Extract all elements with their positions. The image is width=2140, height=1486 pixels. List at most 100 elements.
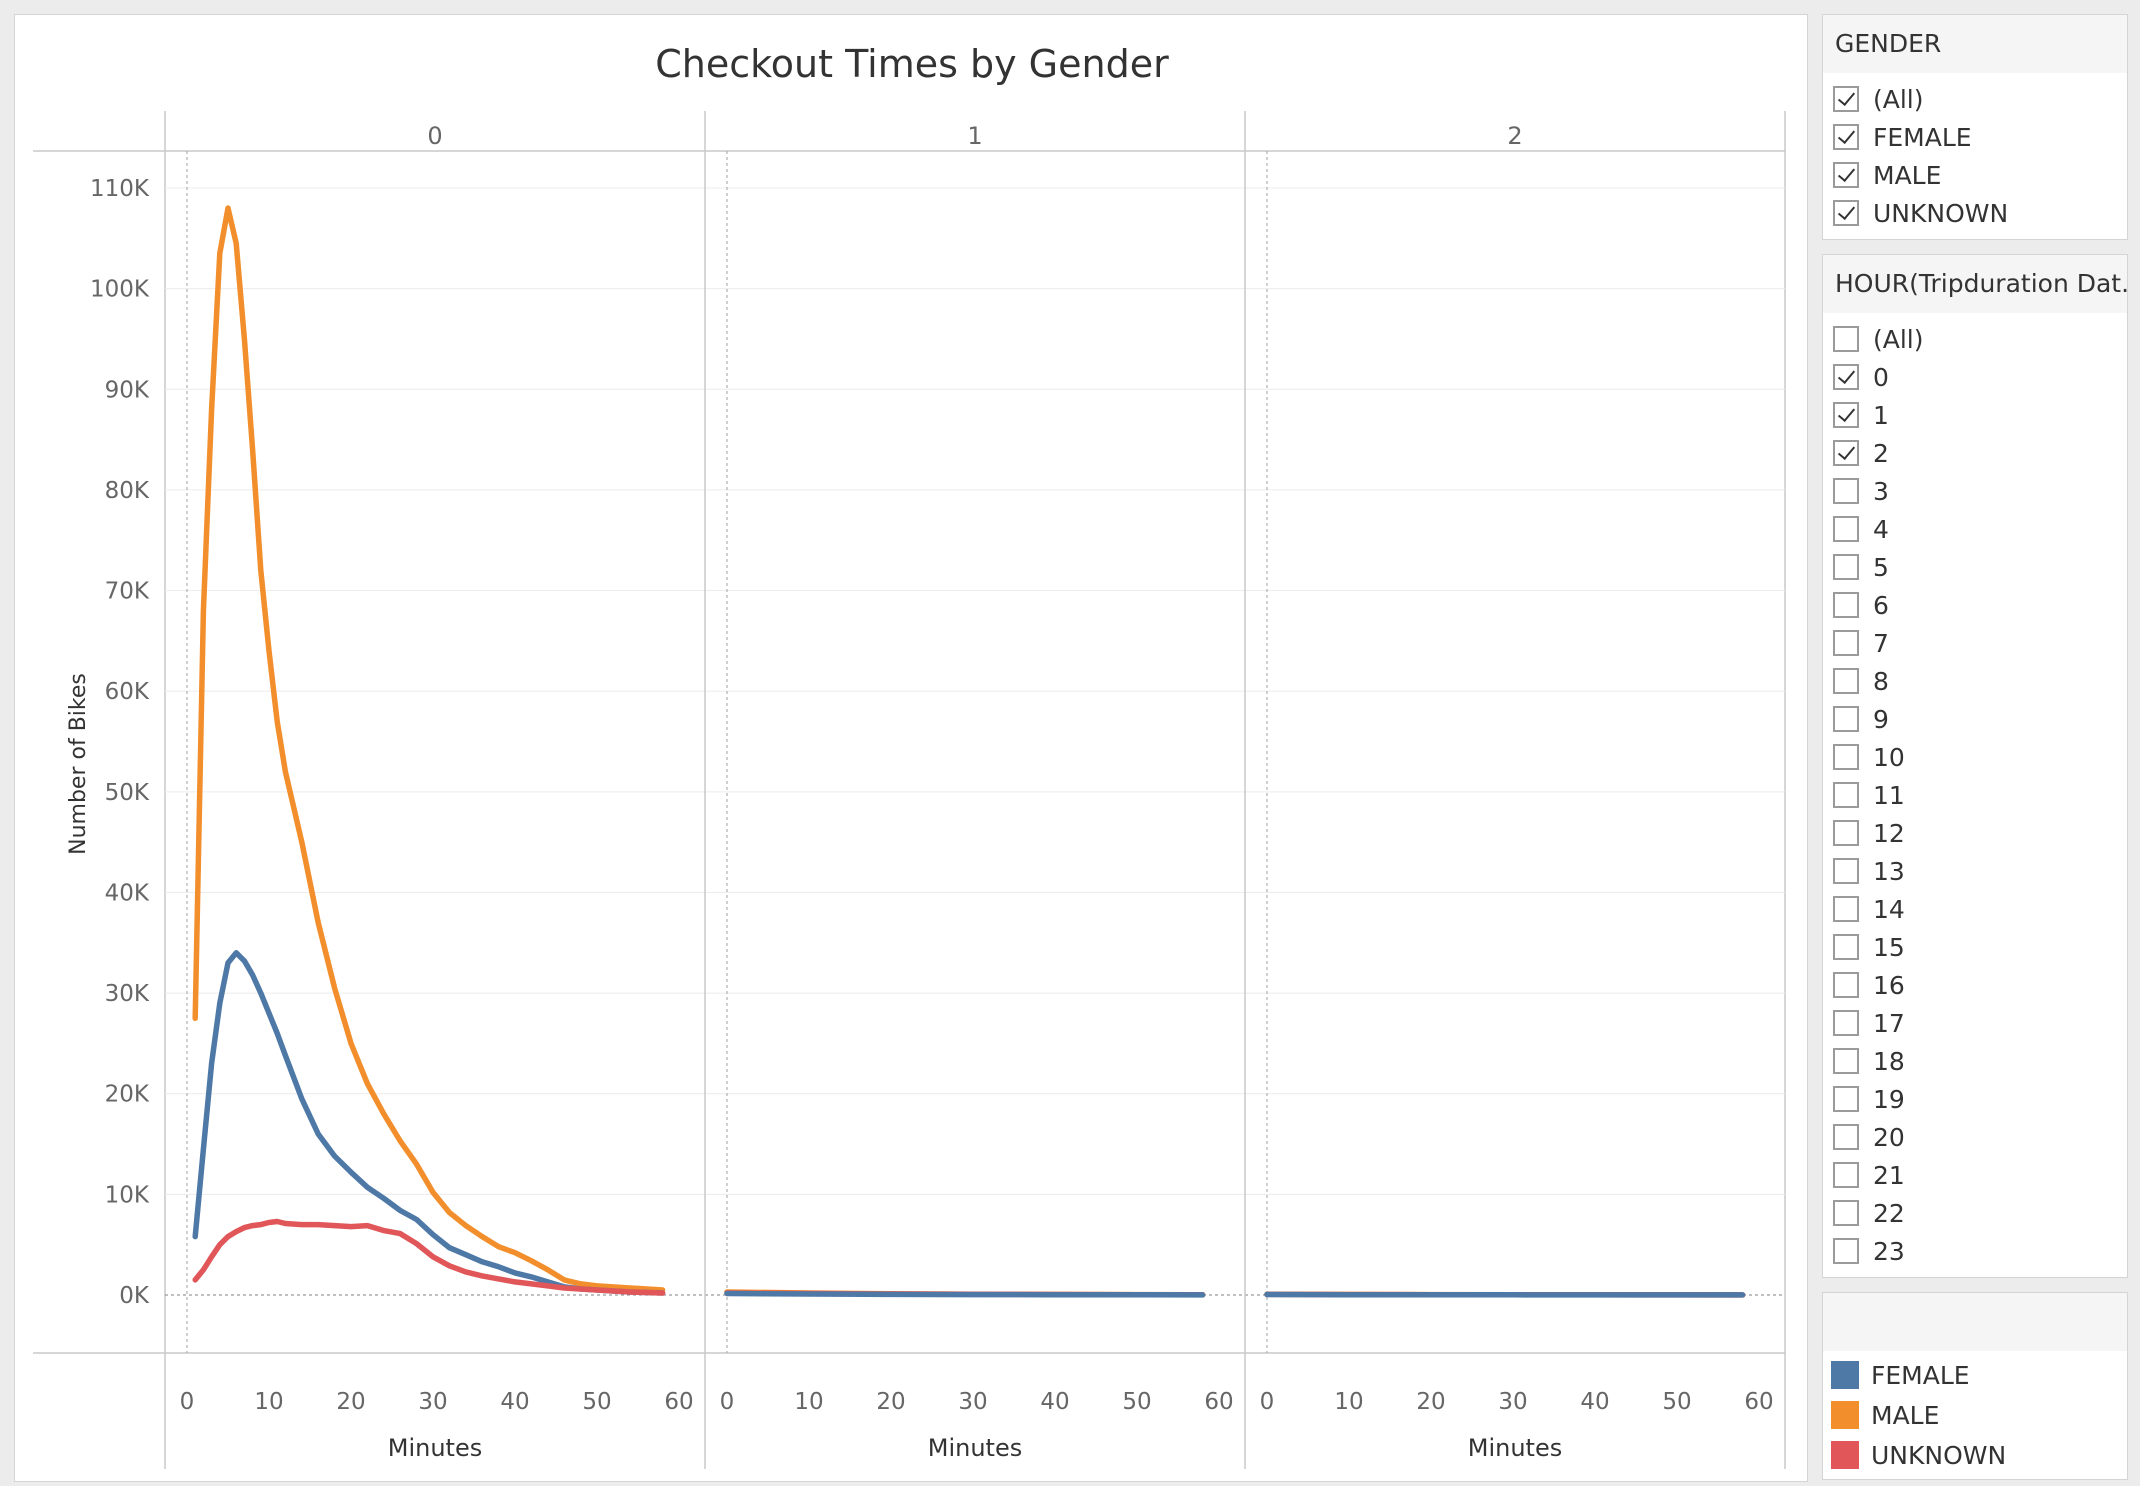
hour-filter-option[interactable]: 17 bbox=[1833, 1004, 1905, 1042]
hour-filter-checkbox[interactable] bbox=[1833, 364, 1859, 390]
hour-filter-checkbox[interactable] bbox=[1833, 1238, 1859, 1264]
hour-filter-checkbox[interactable] bbox=[1833, 934, 1859, 960]
hour-filter-checkbox[interactable] bbox=[1833, 706, 1859, 732]
hour-filter-option-label: 14 bbox=[1873, 894, 1905, 924]
hour-filter-checkbox[interactable] bbox=[1833, 516, 1859, 542]
gender-filter-title: GENDER bbox=[1823, 15, 2127, 73]
gender-filter-option-label: UNKNOWN bbox=[1873, 198, 2009, 228]
hour-filter-option[interactable]: 13 bbox=[1833, 852, 1905, 890]
hour-filter-checkbox[interactable] bbox=[1833, 820, 1859, 846]
line-chart[interactable]: Checkout Times by Gender 0K 10K 20K 30K 40K 50… bbox=[15, 15, 1809, 1483]
hour-filter-checkbox[interactable] bbox=[1833, 1010, 1859, 1036]
hour-filter-option-label: (All) bbox=[1873, 324, 1924, 354]
x-tick-label: 50 bbox=[1122, 1389, 1151, 1415]
hour-filter-option-label: 19 bbox=[1873, 1084, 1905, 1114]
x-tick-label: 0 bbox=[180, 1389, 195, 1415]
gender-filter-checkbox[interactable] bbox=[1833, 124, 1859, 150]
hour-filter-option[interactable]: 7 bbox=[1833, 624, 1889, 662]
hour-filter-option[interactable]: 12 bbox=[1833, 814, 1905, 852]
hour-filter-option[interactable]: 2 bbox=[1833, 434, 1889, 472]
hour-filter-option[interactable]: 5 bbox=[1833, 548, 1889, 586]
hour-filter-option[interactable]: 0 bbox=[1833, 358, 1889, 396]
hour-filter-checkbox[interactable] bbox=[1833, 744, 1859, 770]
hour-filter-option[interactable]: 20 bbox=[1833, 1118, 1905, 1156]
hour-filter-option[interactable]: 1 bbox=[1833, 396, 1889, 434]
hour-filter-option[interactable]: 18 bbox=[1833, 1042, 1905, 1080]
hour-filter-option[interactable]: 4 bbox=[1833, 510, 1889, 548]
hour-filter-option[interactable]: 6 bbox=[1833, 586, 1889, 624]
hour-filter-checkbox[interactable] bbox=[1833, 1200, 1859, 1226]
hour-filter-checkbox[interactable] bbox=[1833, 782, 1859, 808]
panel-header-label: 0 bbox=[427, 122, 442, 150]
hour-filter-checkbox[interactable] bbox=[1833, 1162, 1859, 1188]
gender-filter-option[interactable]: UNKNOWN bbox=[1833, 194, 2008, 232]
chart-title: Checkout Times by Gender bbox=[655, 42, 1169, 86]
hour-filter-option[interactable]: (All) bbox=[1833, 320, 1924, 358]
gender-filter-option[interactable]: MALE bbox=[1833, 156, 1941, 194]
y-tick-label: 20K bbox=[105, 1082, 150, 1108]
gender-filter-checkbox[interactable] bbox=[1833, 200, 1859, 226]
x-tick-label: 40 bbox=[1580, 1389, 1609, 1415]
hour-filter-checkbox[interactable] bbox=[1833, 630, 1859, 656]
hour-filter-checkbox[interactable] bbox=[1833, 592, 1859, 618]
x-axis-title: Minutes bbox=[388, 1434, 482, 1462]
hour-filter-option-label: 0 bbox=[1873, 362, 1889, 392]
hour-filter-option[interactable]: 9 bbox=[1833, 700, 1889, 738]
hour-filter-checkbox[interactable] bbox=[1833, 326, 1859, 352]
hour-filter-option-label: 7 bbox=[1873, 628, 1889, 658]
series-line-female bbox=[724, 1290, 1206, 1298]
hour-filter-option[interactable]: 10 bbox=[1833, 738, 1905, 776]
hour-filter-option-label: 2 bbox=[1873, 438, 1889, 468]
hour-filter-checkbox[interactable] bbox=[1833, 1048, 1859, 1074]
hour-filter-option[interactable]: 23 bbox=[1833, 1232, 1905, 1270]
x-tick-label: 60 bbox=[1744, 1389, 1773, 1415]
hour-filter-option[interactable]: 3 bbox=[1833, 472, 1889, 510]
y-tick-label: 100K bbox=[90, 277, 150, 303]
x-tick-label: 60 bbox=[1204, 1389, 1233, 1415]
hour-filter-checkbox[interactable] bbox=[1833, 896, 1859, 922]
x-tick-label: 50 bbox=[1662, 1389, 1691, 1415]
hour-filter-option-label: 15 bbox=[1873, 932, 1905, 962]
hour-filter-option-label: 18 bbox=[1873, 1046, 1905, 1076]
hour-filter-checkbox[interactable] bbox=[1833, 858, 1859, 884]
legend-swatch bbox=[1831, 1401, 1859, 1429]
hour-filter-option[interactable]: 16 bbox=[1833, 966, 1905, 1004]
gender-filter-option[interactable]: FEMALE bbox=[1833, 118, 1972, 156]
legend-item[interactable]: FEMALE bbox=[1831, 1357, 1970, 1393]
legend-item[interactable]: MALE bbox=[1831, 1397, 1939, 1433]
gender-filter-checkbox[interactable] bbox=[1833, 86, 1859, 112]
color-legend-card: FEMALE MALE UNKNOWN bbox=[1822, 1292, 2128, 1480]
hour-filter-option-label: 23 bbox=[1873, 1236, 1905, 1266]
x-tick-label: 50 bbox=[582, 1389, 611, 1415]
hour-filter-checkbox[interactable] bbox=[1833, 440, 1859, 466]
hour-filter-checkbox[interactable] bbox=[1833, 1124, 1859, 1150]
x-axis-title: Minutes bbox=[1468, 1434, 1562, 1462]
hour-filter-option-label: 5 bbox=[1873, 552, 1889, 582]
legend-item[interactable]: UNKNOWN bbox=[1831, 1437, 2006, 1473]
gender-filter-option[interactable]: (All) bbox=[1833, 80, 1924, 118]
y-tick-label: 70K bbox=[105, 579, 150, 605]
hour-filter-checkbox[interactable] bbox=[1833, 972, 1859, 998]
hour-filter-checkbox[interactable] bbox=[1833, 478, 1859, 504]
hour-filter-option[interactable]: 11 bbox=[1833, 776, 1905, 814]
hour-filter-option-label: 10 bbox=[1873, 742, 1905, 772]
hour-filter-option[interactable]: 19 bbox=[1833, 1080, 1905, 1118]
y-tick-label: 50K bbox=[105, 780, 150, 806]
hour-filter-option[interactable]: 15 bbox=[1833, 928, 1905, 966]
hour-filter-checkbox[interactable] bbox=[1833, 1086, 1859, 1112]
hour-filter-checkbox[interactable] bbox=[1833, 668, 1859, 694]
series-line-female bbox=[192, 950, 666, 1296]
hour-filter-checkbox[interactable] bbox=[1833, 554, 1859, 580]
hour-filter-option-label: 3 bbox=[1873, 476, 1889, 506]
hour-filter-option[interactable]: 22 bbox=[1833, 1194, 1905, 1232]
hour-filter-checkbox[interactable] bbox=[1833, 402, 1859, 428]
hour-filter-option-label: 17 bbox=[1873, 1008, 1905, 1038]
gender-filter-checkbox[interactable] bbox=[1833, 162, 1859, 188]
hour-filter-option[interactable]: 14 bbox=[1833, 890, 1905, 928]
hour-filter-option[interactable]: 21 bbox=[1833, 1156, 1905, 1194]
y-tick-label: 10K bbox=[105, 1182, 150, 1208]
hour-filter-option[interactable]: 8 bbox=[1833, 662, 1889, 700]
x-tick-label: 10 bbox=[254, 1389, 283, 1415]
legend-label: FEMALE bbox=[1871, 1360, 1970, 1390]
legend-label: UNKNOWN bbox=[1871, 1440, 2007, 1470]
